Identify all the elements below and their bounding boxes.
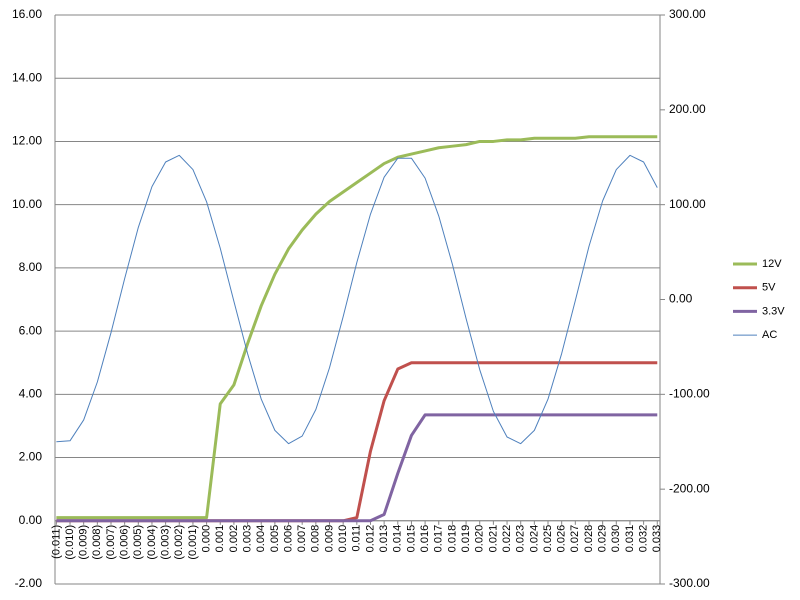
y-tick-label: 4.00 (19, 387, 43, 401)
x-tick-label: 0.006 (282, 525, 294, 553)
x-tick-label: 0.008 (310, 525, 322, 553)
x-tick-label: 0.003 (241, 525, 253, 553)
y-tick-label: 8.00 (19, 260, 43, 274)
series-line (56, 135, 658, 520)
y2-tick-label: -200.00 (669, 481, 710, 495)
y-tick-label: 12.00 (12, 134, 42, 148)
x-tick-label: 0.032 (638, 525, 650, 553)
x-tick-label: (0.003) (160, 525, 172, 560)
x-tick-label: 0.023 (515, 525, 527, 553)
x-tick-label: 0.021 (487, 525, 499, 553)
x-tick-label: 0.024 (528, 525, 540, 553)
x-tick-label: 0.033 (651, 525, 663, 553)
y-tick-label: 14.00 (12, 70, 42, 84)
y2-tick-label: 0.00 (669, 292, 693, 306)
legend-label: 5V (762, 282, 776, 294)
y2-tick-label: 300.00 (669, 7, 706, 21)
x-tick-label: (0.007) (105, 525, 117, 560)
x-tick-label: (0.004) (146, 525, 158, 560)
x-tick-label: (0.002) (173, 525, 185, 560)
x-tick-label: 0.004 (255, 525, 267, 553)
x-tick-label: 0.028 (583, 525, 595, 553)
legend-label: AC (762, 329, 777, 341)
x-tick-label: 0.017 (433, 525, 445, 553)
y2-tick-label: 100.00 (669, 197, 706, 211)
x-tick-label: 0.020 (474, 525, 486, 553)
x-tick-label: 0.011 (351, 525, 363, 552)
y-tick-label: 6.00 (19, 323, 43, 337)
legend-label: 12V (762, 258, 782, 270)
y-tick-label: 10.00 (12, 197, 42, 211)
x-tick-label: 0.007 (296, 525, 308, 553)
y-tick-label: 0.00 (19, 513, 43, 527)
x-tick-label: (0.009) (78, 525, 90, 560)
x-tick-label: (0.010) (64, 525, 76, 560)
x-tick-label: (0.008) (91, 525, 103, 560)
x-tick-label: 0.030 (610, 525, 622, 553)
x-tick-label: 0.001 (214, 525, 226, 553)
x-tick-label: 0.014 (392, 525, 404, 553)
x-tick-label: 0.019 (460, 525, 472, 553)
y-tick-label: 2.00 (19, 450, 43, 464)
x-tick-label: (0.011) (50, 525, 62, 559)
x-tick-label: 0.015 (405, 525, 417, 553)
y-tick-label: -2.00 (15, 576, 43, 590)
series-line (56, 154, 658, 445)
x-tick-label: (0.001) (187, 525, 199, 560)
y2-tick-label: 200.00 (669, 102, 706, 116)
y2-tick-label: -300.00 (669, 576, 710, 590)
legend-label: 3.3V (762, 305, 785, 317)
x-tick-label: 0.031 (624, 525, 636, 553)
x-tick-label: 0.002 (228, 525, 240, 553)
series-line (56, 361, 658, 523)
x-tick-label: 0.010 (337, 525, 349, 553)
x-tick-label: 0.016 (419, 525, 431, 553)
x-tick-label: 0.000 (200, 525, 212, 553)
x-tick-label: 0.025 (542, 525, 554, 553)
x-tick-label: 0.009 (323, 525, 335, 553)
y-tick-label: 16.00 (12, 7, 42, 21)
x-tick-label: 0.022 (501, 525, 513, 553)
x-tick-label: 0.026 (556, 525, 568, 553)
x-tick-label: (0.005) (132, 525, 144, 560)
x-tick-label: 0.018 (446, 525, 458, 553)
x-tick-label: 0.029 (597, 525, 609, 553)
y2-tick-label: -100.00 (669, 387, 710, 401)
x-tick-label: 0.005 (269, 525, 281, 553)
x-tick-label: 0.012 (364, 525, 376, 553)
x-tick-label: (0.006) (119, 525, 131, 560)
series-line (56, 413, 658, 523)
x-tick-label: 0.013 (378, 525, 390, 553)
x-tick-label: 0.027 (569, 525, 581, 553)
